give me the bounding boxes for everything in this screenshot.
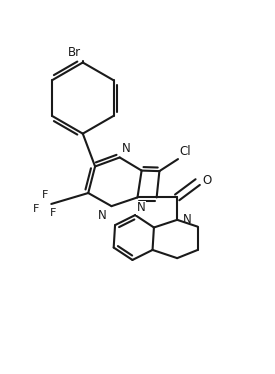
Text: F: F (33, 205, 39, 214)
Text: N: N (98, 209, 107, 223)
Text: N: N (137, 201, 145, 214)
Text: N: N (183, 213, 191, 226)
Text: O: O (203, 174, 212, 187)
Text: F: F (42, 190, 48, 200)
Text: Cl: Cl (179, 145, 191, 158)
Text: Br: Br (68, 46, 81, 59)
Text: N: N (122, 142, 130, 155)
Text: F: F (50, 208, 56, 218)
